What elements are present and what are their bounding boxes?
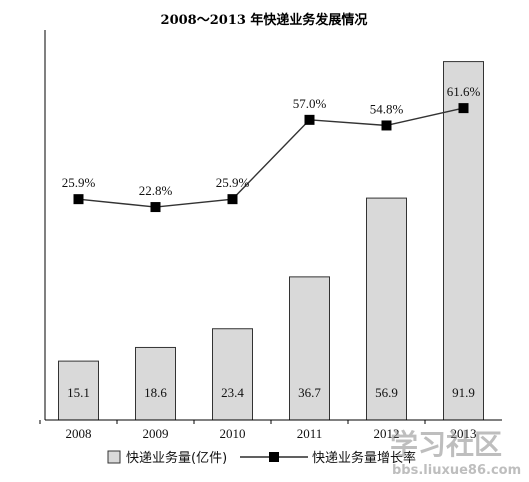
growth-line <box>78 107 464 208</box>
growth-label-2013: 61.6% <box>447 84 481 99</box>
x-tick-label-2010: 2010 <box>220 426 246 441</box>
x-tick-label-2009: 2009 <box>143 426 169 441</box>
x-tick-label-2008: 2008 <box>66 426 92 441</box>
bar-2009 <box>135 346 176 421</box>
bar-label-2009: 18.6 <box>144 385 167 400</box>
growth-point-2013 <box>458 103 469 114</box>
legend-line-marker <box>269 452 279 462</box>
legend-bar-label: 快递业务量(亿件) <box>126 450 227 466</box>
growth-label-2008: 25.9% <box>62 175 96 190</box>
x-tick-label-2011: 2011 <box>297 426 323 441</box>
legend: 快递业务量(亿件) 快递业务量增长率 <box>107 450 416 466</box>
watermark-url: bbs.liuxue86.com <box>392 463 521 478</box>
bar-2013 <box>443 61 484 421</box>
watermark-text: 学习社区 <box>390 428 502 461</box>
bar-label-2008: 15.1 <box>67 385 90 400</box>
growth-point-2008 <box>73 194 84 205</box>
chart-title: 2008～2013 年快递业务发展情况 <box>161 12 368 28</box>
bar-2011 <box>289 276 330 421</box>
bar-label-2011: 36.7 <box>298 385 321 400</box>
growth-label-2010: 25.9% <box>216 175 250 190</box>
growth-point-2009 <box>150 202 161 213</box>
growth-label-2012: 54.8% <box>370 101 404 116</box>
watermark: 学习社区 bbs.liuxue86.com <box>390 428 521 478</box>
growth-label-2011: 57.0% <box>293 96 327 111</box>
bar-series: 15.1 18.6 23.4 36.7 56.9 91.9 <box>58 61 484 421</box>
x-tick-label-2013: 2013 <box>451 426 477 441</box>
growth-label-2009: 22.8% <box>139 183 173 198</box>
legend-line-label: 快递业务量增长率 <box>312 450 416 466</box>
x-tick-label-2012: 2012 <box>374 426 400 441</box>
growth-point-2010 <box>227 194 238 205</box>
bar-2010 <box>212 328 253 421</box>
legend-bar-swatch <box>107 450 121 464</box>
growth-point-2012 <box>381 120 392 131</box>
bar-2008 <box>58 360 99 421</box>
line-series: 25.9% 22.8% 25.9% 57.0% 54.8% 61.6% <box>62 84 481 213</box>
x-axis-ticks: 2008 2009 2010 2011 2012 2013 <box>39 420 477 441</box>
bar-label-2013: 91.9 <box>452 385 475 400</box>
bar-label-2010: 23.4 <box>221 385 244 400</box>
bar-label-2012: 56.9 <box>375 385 398 400</box>
bar-2012 <box>366 197 407 421</box>
growth-point-2011 <box>304 114 315 125</box>
